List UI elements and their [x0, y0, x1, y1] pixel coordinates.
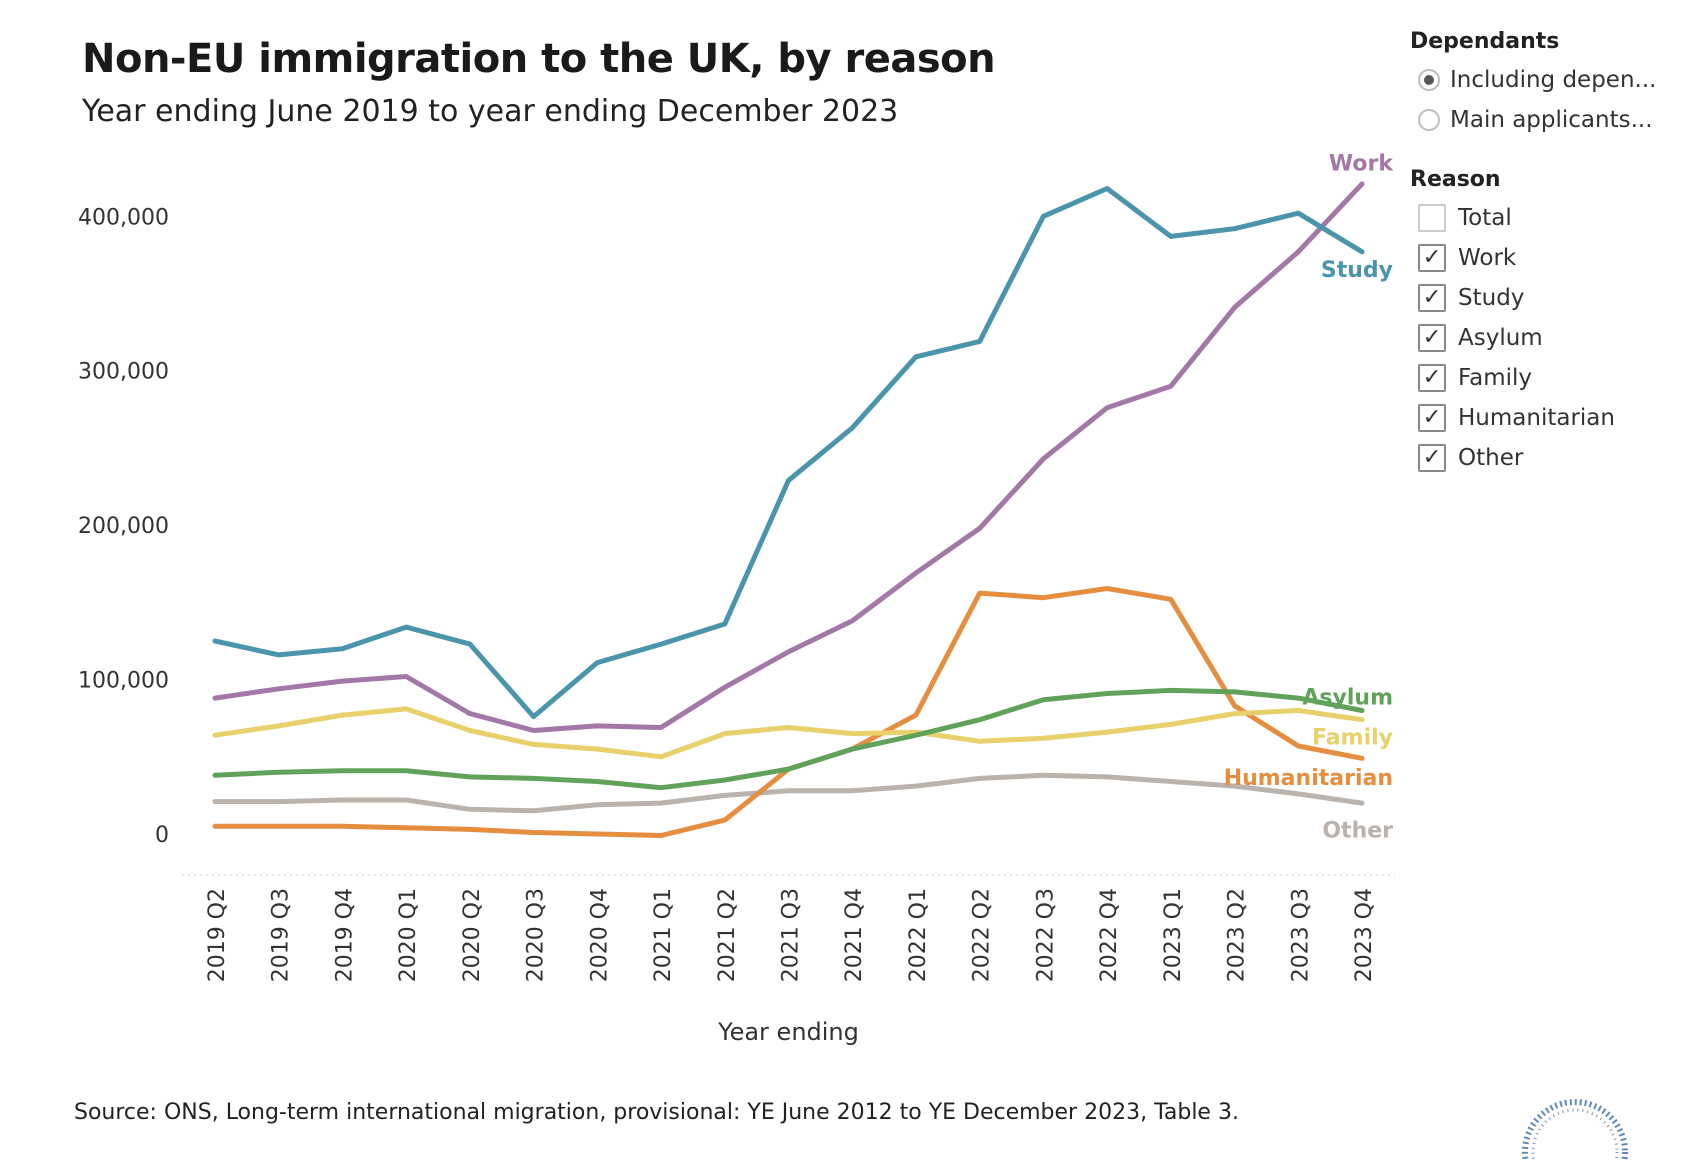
dependants-radio-group: Including depen... Main applicants... — [1410, 60, 1690, 140]
series-line-asylum — [212, 687, 1365, 791]
reason-filter: Reason Total ✓ Work ✓ Study ✓ Asylum ✓ Family ✓ Hu… — [1410, 162, 1690, 478]
x-tick-label: 2019 Q3 — [269, 888, 294, 982]
migration-observatory-logo — [1522, 1099, 1628, 1160]
checkbox-checked-icon[interactable]: ✓ — [1418, 364, 1446, 392]
x-tick-label: 2021 Q4 — [842, 888, 867, 982]
series-label-study: Study — [1321, 258, 1393, 283]
x-tick-label: 2022 Q4 — [1097, 888, 1122, 982]
filter-panel: Dependants Including depen... Main applic… — [1410, 24, 1690, 478]
reason-option-label: Study — [1458, 285, 1525, 311]
x-tick-label: 2021 Q3 — [779, 888, 804, 982]
checkbox-unchecked-icon[interactable] — [1418, 204, 1446, 232]
x-tick-label: 2022 Q3 — [1033, 888, 1058, 982]
checkbox-checked-icon[interactable]: ✓ — [1418, 444, 1446, 472]
y-axis: 0 100,000 200,000 300,000 400,000 — [78, 205, 169, 848]
reason-option-study[interactable]: ✓ Study — [1410, 278, 1690, 318]
series-lines — [212, 181, 1365, 838]
radio-button[interactable] — [1418, 109, 1440, 131]
checkbox-checked-icon[interactable]: ✓ — [1418, 244, 1446, 272]
series-line-family — [212, 706, 1365, 760]
checkbox-checked-icon[interactable]: ✓ — [1418, 284, 1446, 312]
reason-filter-title: Reason — [1410, 167, 1501, 192]
dependants-filter-title: Dependants — [1410, 29, 1560, 54]
x-tick-label: 2022 Q2 — [970, 888, 995, 982]
checkbox-checked-icon[interactable]: ✓ — [1418, 324, 1446, 352]
reason-option-humanitarian[interactable]: ✓ Humanitarian — [1410, 398, 1690, 438]
reason-option-asylum[interactable]: ✓ Asylum — [1410, 318, 1690, 358]
x-tick-label: 2021 Q1 — [651, 888, 676, 982]
x-tick-label: 2023 Q1 — [1161, 888, 1186, 982]
series-label-other: Other — [1322, 818, 1393, 843]
y-tick-label: 0 — [155, 823, 169, 848]
y-tick-label: 300,000 — [78, 360, 169, 385]
chart-subtitle: Year ending June 2019 to year ending Dec… — [82, 94, 899, 129]
dependants-option-label: Main applicants... — [1450, 107, 1653, 133]
x-tick-label: 2023 Q2 — [1225, 888, 1250, 982]
x-tick-label: 2019 Q2 — [205, 888, 230, 982]
reason-option-work[interactable]: ✓ Work — [1410, 238, 1690, 278]
x-tick-label: 2023 Q3 — [1288, 888, 1313, 982]
series-label-family: Family — [1312, 726, 1393, 751]
dependants-option-label: Including depen... — [1450, 67, 1657, 93]
series-line-other — [212, 772, 1365, 814]
reason-option-total[interactable]: Total — [1410, 198, 1690, 238]
reason-option-label: Asylum — [1458, 325, 1543, 351]
reason-option-other[interactable]: ✓ Other — [1410, 438, 1690, 478]
series-line-work — [212, 181, 1365, 733]
reason-option-label: Humanitarian — [1458, 405, 1615, 431]
series-label-asylum: Asylum — [1302, 686, 1393, 711]
chart-title: Non-EU immigration to the UK, by reason — [82, 36, 996, 82]
x-tick-label: 2023 Q4 — [1352, 888, 1377, 982]
reason-option-label: Total — [1458, 205, 1512, 231]
series-line-study — [212, 186, 1365, 720]
dependants-option-0[interactable]: Including depen... — [1410, 60, 1690, 100]
x-tick-label: 2020 Q4 — [587, 888, 612, 982]
series-label-humanitarian: Humanitarian — [1224, 766, 1393, 791]
x-tick-label: 2021 Q2 — [715, 888, 740, 982]
y-tick-label: 100,000 — [78, 669, 169, 694]
y-tick-label: 400,000 — [78, 205, 169, 230]
x-axis-ticks: 2019 Q2 2019 Q3 2019 Q4 2020 Q1 2020 Q2 2020 … — [205, 888, 1377, 982]
source-note: Source: ONS, Long-term international mig… — [74, 1100, 1239, 1125]
x-tick-label: 2020 Q2 — [460, 888, 485, 982]
reason-option-label: Other — [1458, 445, 1524, 471]
x-axis-title: Year ending — [717, 1018, 859, 1046]
x-tick-label: 2019 Q4 — [332, 888, 357, 982]
series-labels: Work Study Asylum Family Humanitarian Other — [1224, 151, 1395, 843]
x-tick-label: 2020 Q1 — [396, 888, 421, 982]
series-label-work: Work — [1329, 151, 1394, 176]
reason-checkbox-list: Total ✓ Work ✓ Study ✓ Asylum ✓ Family ✓ Humanitar… — [1410, 198, 1690, 478]
radio-button[interactable] — [1418, 69, 1440, 91]
reason-option-family[interactable]: ✓ Family — [1410, 358, 1690, 398]
y-tick-label: 200,000 — [78, 514, 169, 539]
reason-option-label: Work — [1458, 245, 1517, 271]
reason-option-label: Family — [1458, 365, 1533, 391]
checkbox-checked-icon[interactable]: ✓ — [1418, 404, 1446, 432]
x-tick-label: 2020 Q3 — [524, 888, 549, 982]
dependants-option-1[interactable]: Main applicants... — [1410, 100, 1690, 140]
x-tick-label: 2022 Q1 — [906, 888, 931, 982]
